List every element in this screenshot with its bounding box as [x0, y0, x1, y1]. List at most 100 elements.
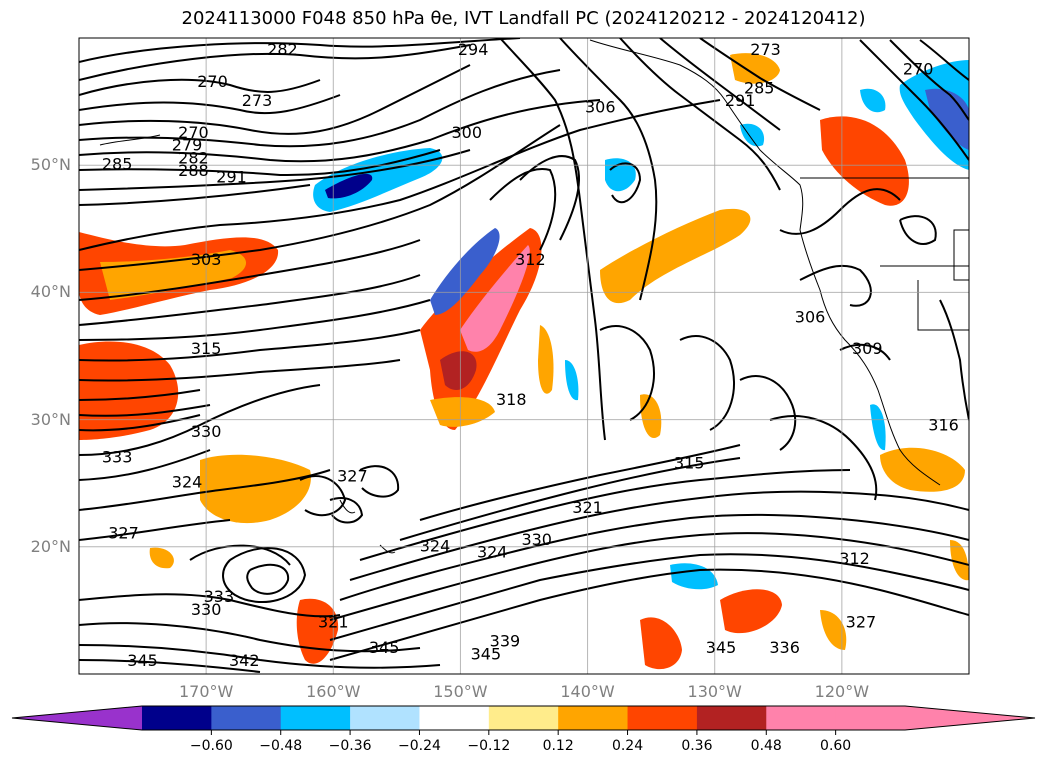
contour-label: 324 [420, 536, 451, 555]
contour-label: 285 [102, 155, 133, 174]
ivt-negative-streak [565, 360, 579, 401]
theta-e-contour-61 [359, 465, 400, 498]
contour-label: 333 [102, 447, 133, 466]
colorbar-tick-label: −0.60 [189, 738, 233, 754]
contour-label: 316 [928, 415, 959, 434]
map-background [79, 38, 969, 674]
coastline-8 [379, 544, 396, 554]
theta-e-contour-15 [79, 299, 431, 341]
theta-e-contour-14 [79, 274, 421, 326]
theta-e-contour-28 [79, 659, 261, 673]
theta-e-contour-13 [79, 239, 421, 301]
theta-e-contour-16 [79, 329, 421, 362]
contour-label: 273 [242, 91, 273, 110]
theta-e-contour-42 [619, 38, 781, 191]
theta-e-contour-17 [79, 359, 401, 382]
contour-label: 345 [369, 638, 400, 657]
ivt-positive-small-4 [149, 547, 174, 569]
contour-label: 339 [490, 632, 521, 651]
contour-label: 321 [318, 613, 349, 632]
contour-label: 285 [744, 78, 775, 97]
contour-label: 306 [795, 307, 826, 326]
theta-e-contour-35 [339, 513, 969, 601]
ivt-negative-small-2 [605, 158, 636, 192]
theta-e-contour-41 [559, 38, 658, 301]
theta-e-contour-29 [222, 547, 307, 604]
theta-e-contour-4 [79, 94, 341, 115]
theta-e-contour-26 [79, 622, 421, 653]
theta-e-contour-1 [79, 38, 521, 63]
lon-tick-label: 130°W [687, 682, 742, 701]
colorbar-bin [211, 706, 282, 730]
theta-e-contour-8 [79, 149, 441, 177]
ivt-positive-mexico [880, 447, 965, 492]
contour-label: 300 [452, 123, 483, 142]
theta-e-contour-33 [329, 553, 969, 641]
contour-label: 306 [585, 97, 616, 116]
ivt-positive-south [640, 617, 682, 670]
lon-tick-label: 170°W [178, 682, 234, 701]
coastline-1 [589, 39, 941, 486]
theta-e-contour-20 [79, 414, 201, 432]
theta-e-contour-60 [329, 497, 364, 524]
theta-e-contour-18 [79, 389, 201, 401]
contour-label: 345 [471, 644, 502, 663]
lat-tick-label: 20°N [30, 536, 71, 556]
coastline-7 [339, 499, 356, 514]
contour-label: 270 [903, 59, 934, 78]
contour-label: 330 [521, 530, 552, 549]
colorbar-tick-label: −0.24 [398, 738, 441, 754]
theta-e-contour-43 [659, 38, 781, 131]
theta-e-contour-48 [859, 39, 969, 161]
colorbar-bin [558, 706, 629, 730]
theta-e-contour-23 [79, 469, 331, 511]
ivt-negative-north-pacific-core [325, 173, 373, 199]
colorbar-tick-label: 0.12 [542, 738, 574, 754]
theta-e-contour-57 [739, 375, 797, 451]
theta-e-contour-5 [79, 64, 471, 135]
theta-e-contour-58 [769, 415, 878, 501]
theta-e-contour-45 [489, 168, 557, 251]
contour-label: 282 [267, 40, 298, 59]
contour-label: 330 [191, 422, 222, 441]
theta-e-contour-50 [919, 39, 969, 81]
contour-label: 273 [750, 40, 781, 59]
contour-label: 312 [515, 250, 546, 269]
contour-label: 315 [191, 339, 222, 358]
lat-tick-label: 30°N [30, 409, 71, 429]
lat-tick-label: 40°N [30, 282, 71, 302]
theta-e-contour-55 [599, 325, 655, 421]
theta-e-contour-46 [519, 155, 581, 241]
contour-label: 327 [108, 524, 139, 543]
theta-e-contour-2 [79, 44, 471, 81]
colorbar-extend-min [12, 706, 142, 730]
contour-label: 309 [852, 339, 883, 358]
theta-e-contour-49 [889, 39, 969, 121]
colorbar-tick-label: 0.48 [750, 738, 782, 754]
contour-label: 291 [725, 91, 756, 110]
contour-label: 282 [178, 148, 209, 167]
contour-label: 327 [337, 466, 368, 485]
colorbar-bin [350, 706, 420, 730]
colorbar-tick-label: 0.36 [681, 738, 713, 754]
contour-label: 279 [172, 136, 203, 155]
contour-label: 303 [191, 250, 222, 269]
coastline-4 [917, 280, 969, 331]
ivt-positive-edge [950, 540, 969, 581]
lat-tick-label: 50°N [30, 155, 71, 175]
contour-label: 270 [178, 123, 209, 142]
contour-label: 291 [216, 167, 247, 186]
contour-label: 270 [197, 72, 228, 91]
contour-label: 345 [706, 638, 737, 657]
colorbar-bin [142, 706, 212, 730]
colorbar-bin [696, 706, 767, 730]
theta-e-contour-59 [299, 475, 347, 517]
ivt-positive-core-west [100, 250, 247, 300]
colorbar-tick-label: −0.12 [467, 738, 511, 754]
theta-e-contour-9 [79, 149, 471, 191]
lon-tick-label: 160°W [306, 682, 361, 701]
contour-label: 324 [172, 473, 203, 492]
colorbar-outline [11, 705, 1036, 731]
